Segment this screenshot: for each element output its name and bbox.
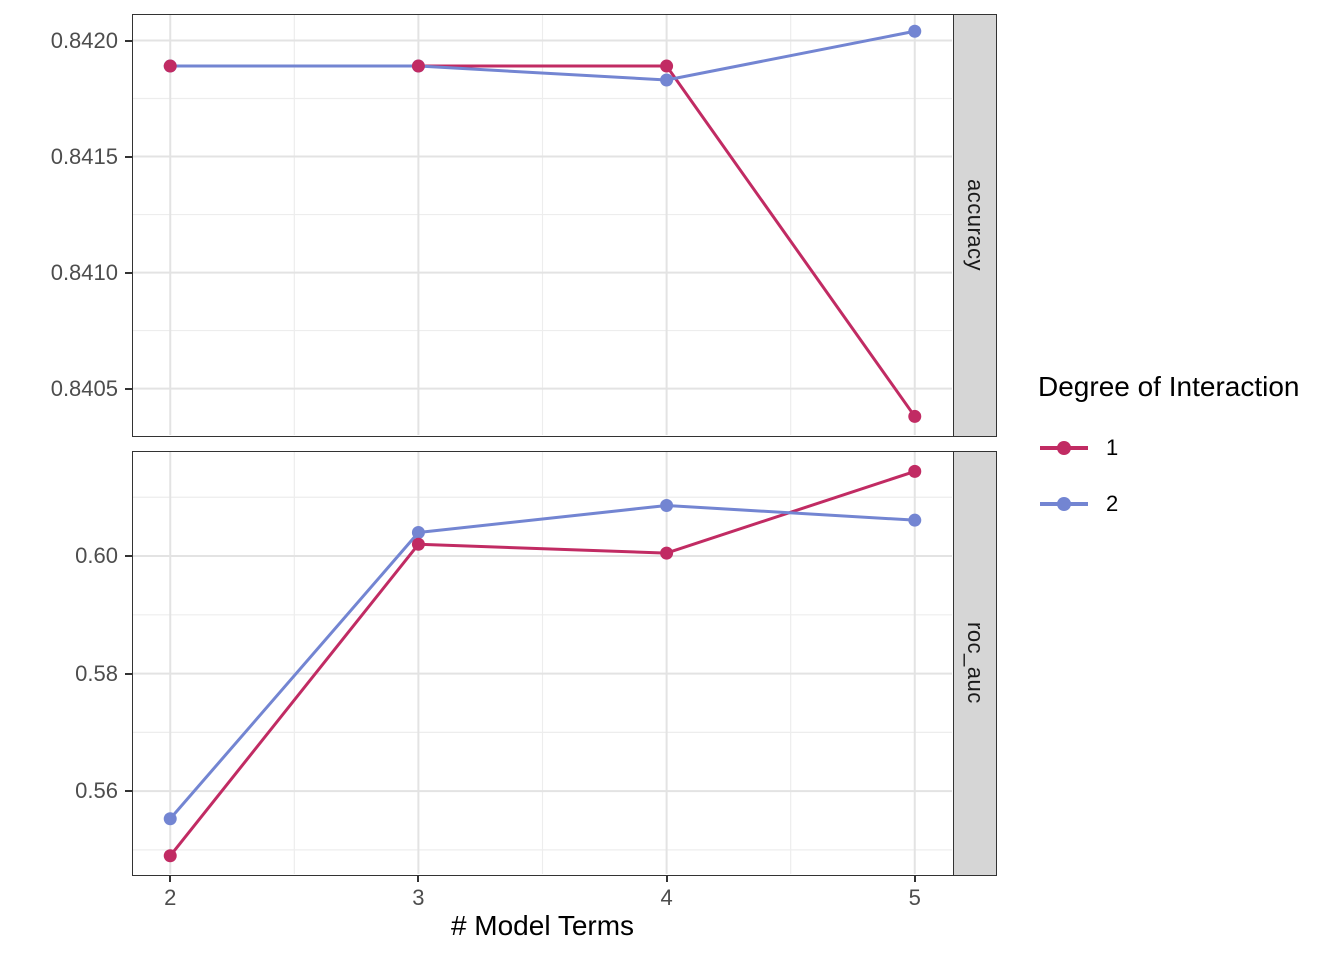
x-tick-label: 5 (908, 885, 921, 910)
y-tick-label: 0.60 (75, 543, 118, 569)
x-axis-title: # Model Terms (450, 910, 635, 941)
y-tick-label: 0.8415 (50, 143, 118, 169)
legend-item-2: 2 (1038, 476, 1338, 532)
x-tick-label: 3 (412, 885, 425, 910)
facet-strip-roc-auc: roc_auc (953, 450, 997, 876)
y-tick-label: 0.8405 (50, 375, 118, 401)
x-tick-label: 2 (164, 885, 177, 910)
legend-item-label: 2 (1106, 491, 1119, 516)
facet-strip-accuracy: accuracy (953, 13, 997, 437)
legend-key-icon (1040, 441, 1088, 455)
y-tick-label: 0.8420 (50, 27, 118, 53)
facet-strip-label-accuracy: accuracy (963, 178, 988, 272)
legend-item-label: 1 (1106, 435, 1119, 460)
y-tick-label: 0.56 (75, 778, 118, 804)
legend-title: Degree of Interaction (1038, 371, 1300, 402)
facet-strip-label-roc-auc: roc_auc (963, 622, 988, 704)
panel-accuracy (131, 13, 954, 437)
y-tick-label: 0.8410 (50, 259, 118, 285)
legend-item-1: 1 (1038, 420, 1338, 476)
y-tick-label: 0.58 (75, 660, 118, 686)
panel-roc-auc (131, 450, 954, 876)
roc-auc-plot-area (132, 451, 952, 874)
x-tick-label: 4 (660, 885, 673, 910)
legend-key-icon (1040, 497, 1088, 511)
accuracy-plot-area (132, 14, 952, 435)
